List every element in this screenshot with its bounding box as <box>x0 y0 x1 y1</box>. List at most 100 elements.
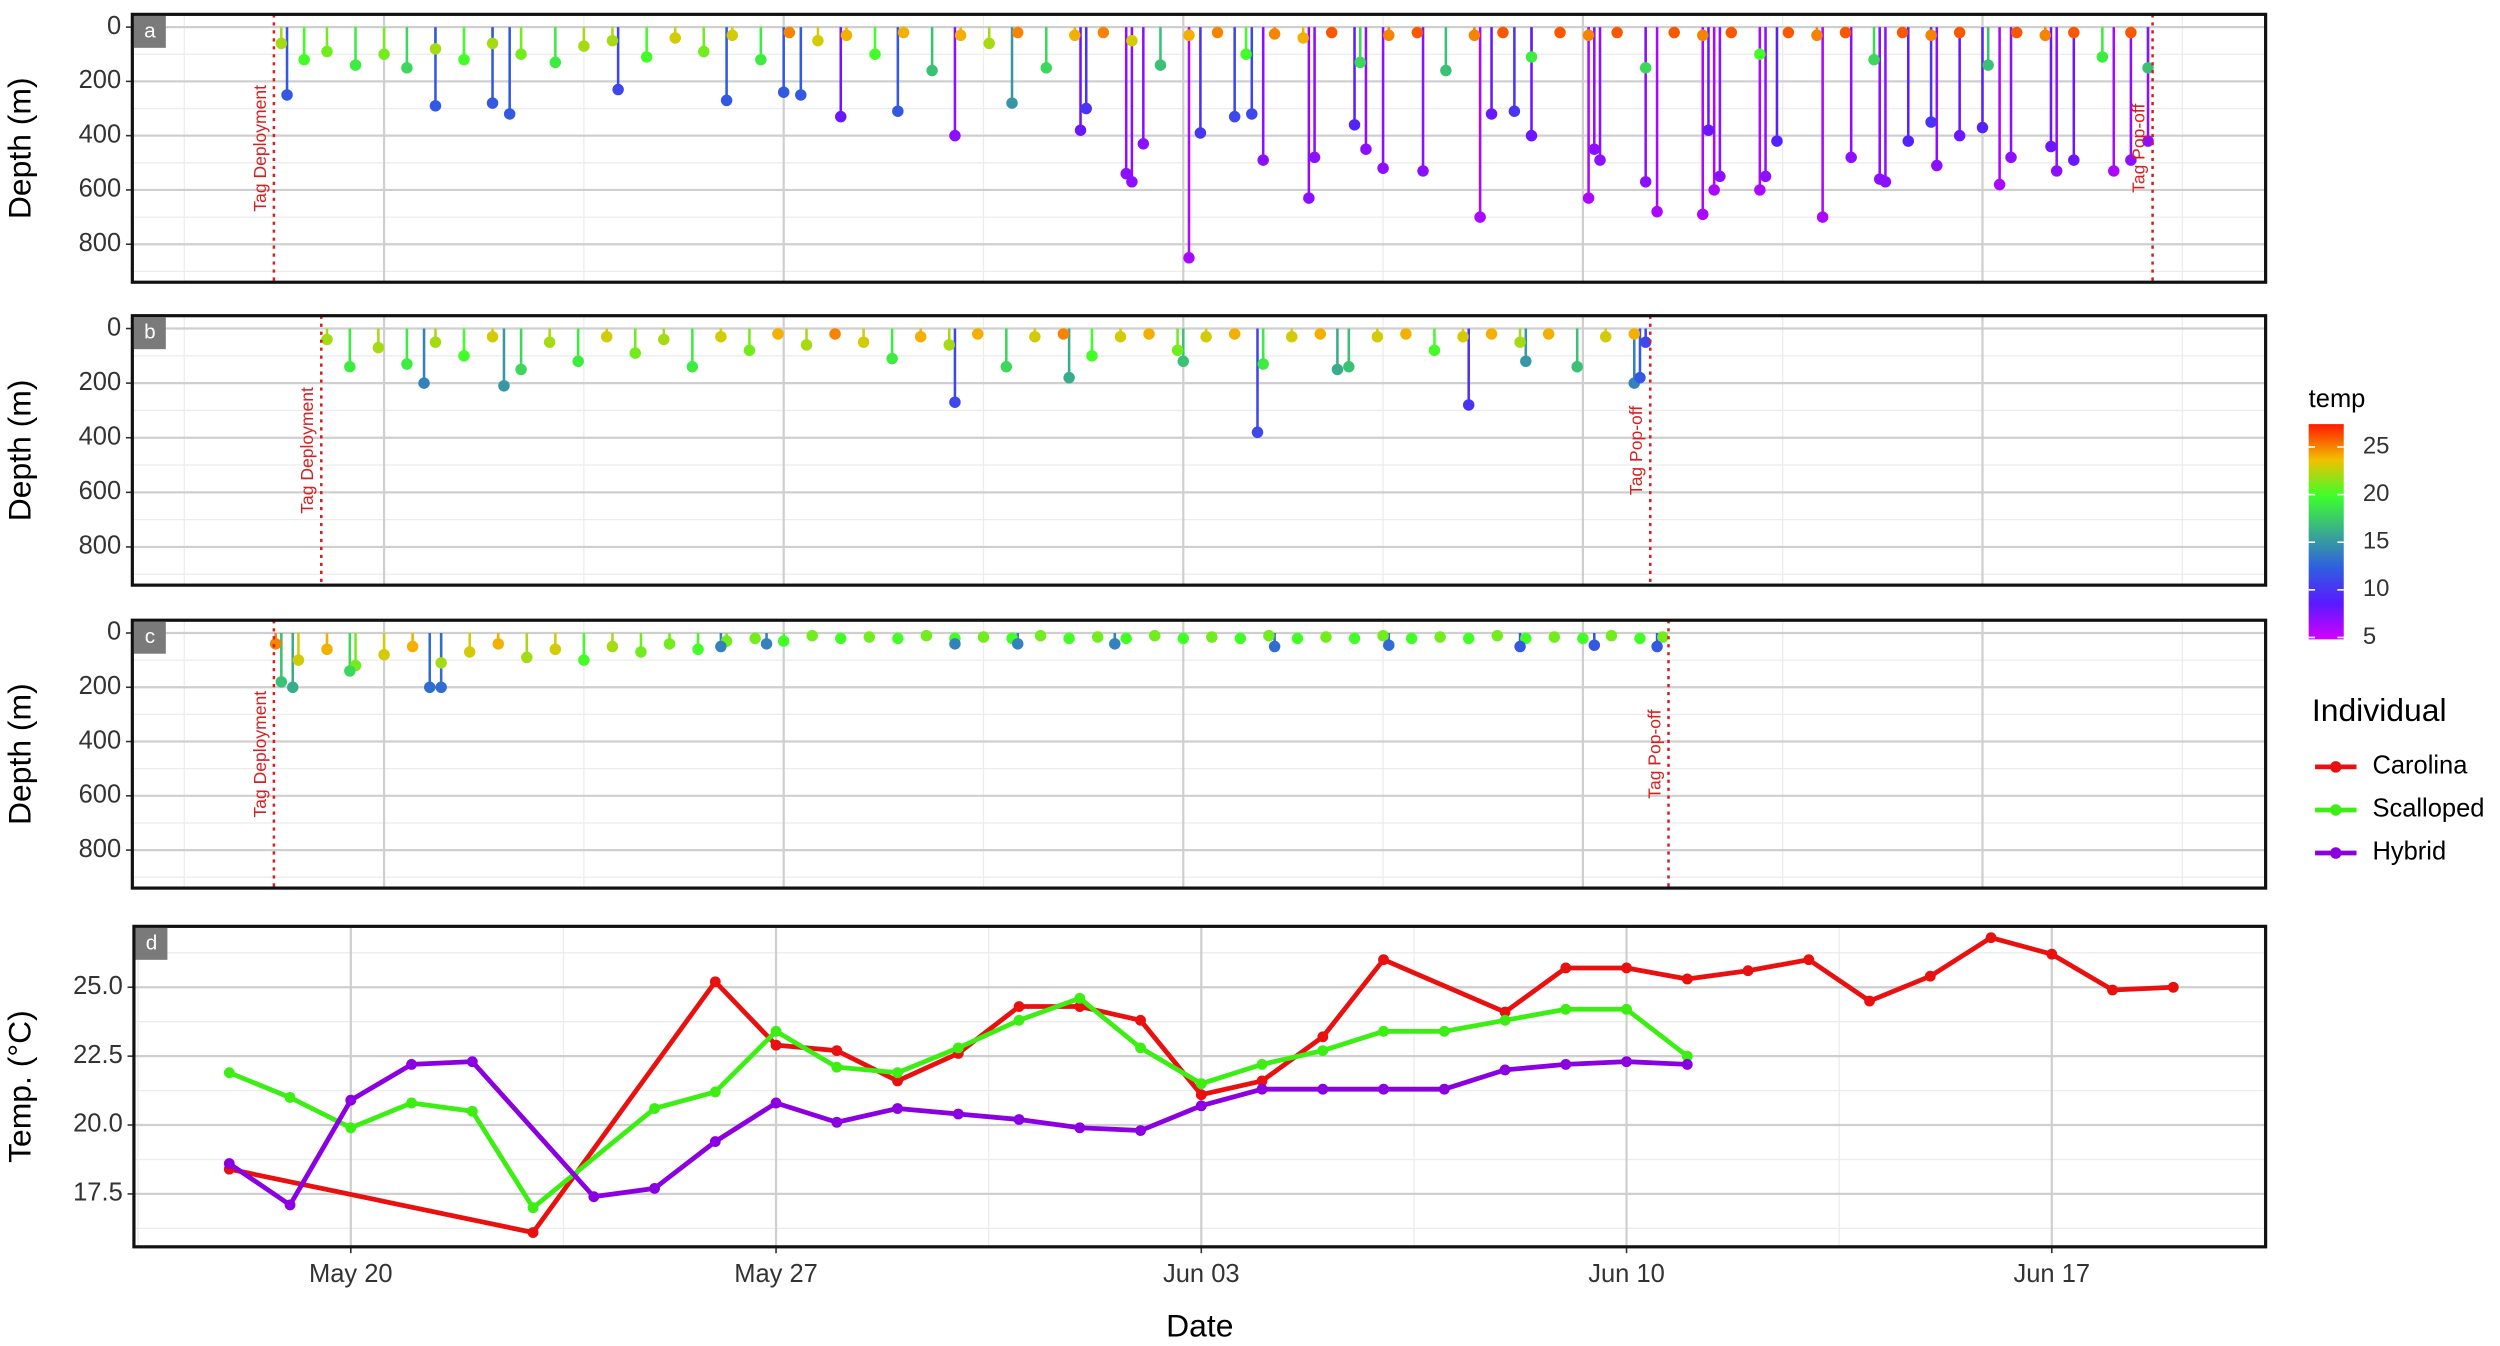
dive-point <box>1200 330 1212 343</box>
series-point <box>1560 1058 1572 1070</box>
dive-point <box>857 336 870 348</box>
dive-point <box>429 43 442 55</box>
dive-point <box>1348 632 1361 645</box>
dive-point <box>1582 192 1595 204</box>
series-point <box>527 1202 539 1214</box>
dive-point <box>1457 330 1469 343</box>
dive-point <box>954 29 967 41</box>
series-point <box>2167 981 2179 993</box>
dive-point <box>578 40 590 52</box>
series-point <box>406 1058 417 1070</box>
dive-point <box>1137 138 1150 150</box>
dive-point <box>1383 29 1395 41</box>
dive-point <box>835 632 847 645</box>
dive-point <box>1754 48 1766 60</box>
dive-point <box>1868 53 1880 66</box>
series-point <box>1317 1031 1329 1043</box>
dive-point <box>1845 151 1857 164</box>
panel-tag: d <box>146 931 158 954</box>
series-point <box>1317 1045 1329 1057</box>
series-point <box>1135 1014 1146 1026</box>
dive-point <box>800 339 813 351</box>
dive-point <box>458 350 470 362</box>
dive-point <box>1011 638 1024 650</box>
series-point <box>406 1097 417 1109</box>
dive-point <box>886 352 898 365</box>
y-tick-label: 800 <box>79 532 122 560</box>
dive-point <box>1514 640 1526 653</box>
dive-point <box>1714 170 1726 183</box>
dive-point <box>1109 638 1121 650</box>
dive-point <box>2068 26 2080 39</box>
series-point <box>892 1075 903 1087</box>
dive-point <box>1931 159 1943 172</box>
dive-point <box>1383 639 1395 651</box>
dive-point <box>772 328 784 340</box>
dive-point <box>2068 154 2080 166</box>
y-tick-label: 800 <box>79 835 122 863</box>
dive-point <box>429 336 442 348</box>
dive-point <box>972 328 984 340</box>
dive-point <box>1582 29 1595 41</box>
dive-point <box>806 629 818 642</box>
dive-point <box>2125 154 2137 166</box>
dive-point <box>2108 165 2120 177</box>
dive-point <box>720 94 733 107</box>
dive-point <box>321 643 333 656</box>
colorbar-tick-label: 20 <box>2363 480 2390 507</box>
series-point <box>1378 1083 1389 1095</box>
series-point <box>649 1103 660 1114</box>
dive-point <box>1599 330 1612 343</box>
x-axis-title: Date <box>1166 1308 1233 1344</box>
dive-point <box>1114 330 1127 343</box>
dive-point <box>401 358 413 370</box>
dive-point <box>1177 355 1190 368</box>
dive-point <box>1428 344 1441 357</box>
dive-point <box>298 53 310 66</box>
dive-point <box>1086 350 1098 362</box>
dive-point <box>1069 29 1081 41</box>
dive-point <box>1177 632 1190 645</box>
series-point <box>1013 1114 1025 1125</box>
series-point <box>1013 1014 1025 1026</box>
dive-point <box>435 657 447 669</box>
dive-point <box>2142 135 2154 147</box>
dive-point <box>1308 151 1321 164</box>
series-point <box>1681 1058 1693 1070</box>
dive-point <box>1234 632 1247 645</box>
dive-point <box>926 64 938 77</box>
dive-point <box>1628 328 1640 340</box>
series-line <box>228 935 2174 1235</box>
colorbar <box>2308 424 2344 640</box>
dive-point <box>515 48 527 60</box>
dive-point <box>983 37 995 50</box>
dive-point <box>897 26 910 39</box>
panel-tag: a <box>144 19 156 42</box>
series-point <box>1378 954 1389 966</box>
y-tick-label: 20.0 <box>73 1110 123 1138</box>
dive-point <box>515 363 527 376</box>
dive-point <box>1548 631 1561 643</box>
dive-point <box>1091 631 1104 643</box>
panel-tag: c <box>145 625 155 648</box>
colorbar-title: temp <box>2309 385 2366 413</box>
series-point <box>952 1108 964 1120</box>
dive-point <box>1896 26 1909 39</box>
dive-point <box>1639 62 1652 74</box>
dive-point <box>2010 26 2023 39</box>
dive-point <box>1514 336 1526 348</box>
dive-point <box>1605 629 1618 642</box>
dive-point <box>1377 162 1389 174</box>
x-tick-label: Jun 17 <box>2014 1260 2091 1288</box>
dive-point <box>1782 26 1795 39</box>
dive-point <box>275 37 288 50</box>
y-tick-label: 0 <box>107 313 121 341</box>
dive-point <box>715 640 727 653</box>
dive-point <box>1371 330 1384 343</box>
dive-point <box>503 108 516 120</box>
plot-background <box>132 620 2266 889</box>
dive-point <box>977 631 990 643</box>
dive-point <box>2039 29 2052 41</box>
dive-point <box>606 640 619 653</box>
